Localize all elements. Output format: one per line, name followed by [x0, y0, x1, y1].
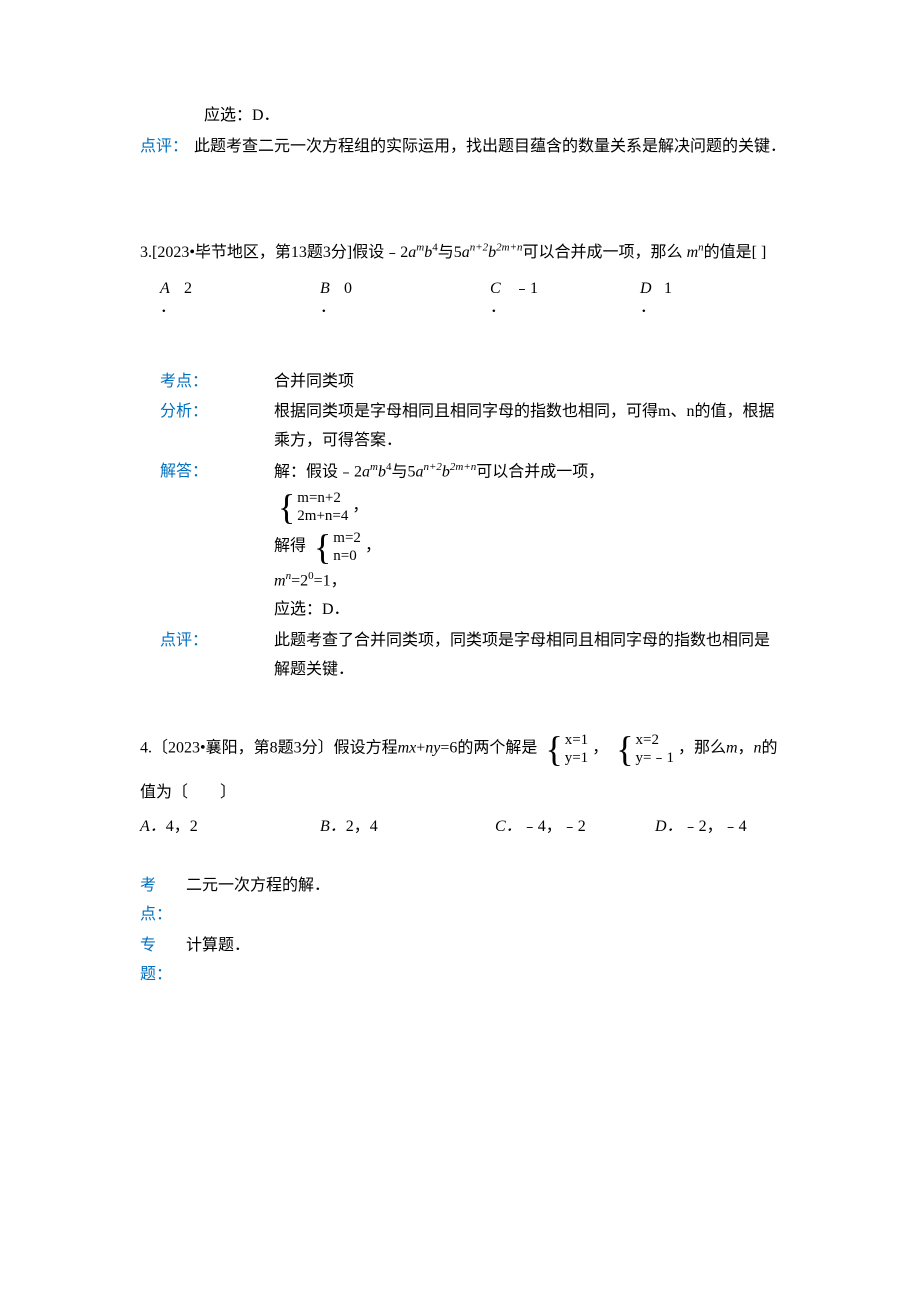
var-m: m [687, 244, 699, 261]
kaodian-label-2: 考点： [140, 877, 172, 923]
dianping-text: 此题考查了合并同类项，同类项是字母相同且相同字母的指数也相同是解题关键． [274, 627, 784, 685]
brace-row: m=2 [333, 529, 361, 547]
brace-row: 2m+n=4 [297, 507, 348, 525]
opt-value: ﹣2，﹣4 [683, 818, 747, 835]
brace-sol1: { x=1 y=1 [545, 731, 588, 767]
answer-select: 应选：D． [204, 107, 280, 124]
jieda-answer: 应选：D． [274, 601, 350, 618]
opt-value: 2，4 [346, 818, 378, 835]
opt-value: ﹣1 [508, 279, 538, 298]
opt-value: 1 [658, 279, 672, 298]
brace-row: n=0 [333, 547, 361, 565]
opt-letter: C． [495, 818, 522, 835]
opt-letter: D． [655, 818, 683, 835]
opt-value: 4，2 [166, 818, 198, 835]
q3-line2-tail: 的值是[ ] [704, 244, 767, 261]
brace-row: y=﹣1 [635, 749, 673, 767]
question-4: 4.〔2023•襄阳，第8题3分〕假设方程mx+ny=6的两个解是 { x=1 … [140, 729, 790, 769]
q3-option-b: B． 0 [320, 279, 490, 317]
review-text: 此题考查二元一次方程组的实际运用，找出题目蕴含的数量关系是解决问题的关键． [194, 138, 786, 155]
q3-options: A． 2 B． 0 C． ﹣1 D． 1 [160, 279, 790, 317]
q4-option-a: A．4，2 [140, 813, 320, 842]
fenxi-text: 根据同类项是字母相同且相同字母的指数也相同，可得m、n的值，根据乘方，可得答案． [274, 398, 784, 456]
opt-letter: B [320, 279, 330, 298]
zhuanti-label: 专题： [140, 937, 172, 983]
q3-option-c: C． ﹣1 [490, 279, 640, 317]
brace-row: x=2 [635, 731, 673, 749]
jieda-l1-prefix: 解：假设﹣2 [274, 463, 362, 480]
var-b2: b [488, 244, 496, 261]
opt-letter: B． [320, 818, 346, 835]
jieda-label: 解答： [160, 458, 270, 487]
review-label: 点评： [140, 138, 188, 155]
opt-value: ﹣4，﹣2 [522, 818, 586, 835]
brace-row: y=1 [565, 749, 588, 767]
q4-option-d: D．﹣2，﹣4 [655, 813, 775, 842]
zhuanti-text: 计算题． [186, 937, 250, 954]
brace-eq2: { m=2 n=0 [314, 529, 361, 565]
brace-row: x=1 [565, 731, 588, 749]
brace-sol2: { x=2 y=﹣1 [616, 731, 674, 767]
exp-np2: n+2 [470, 241, 488, 253]
q4-prefix: 4.〔2023•襄阳，第8题3分〕假设方程 [140, 739, 398, 756]
q3-mid: 与5 [438, 244, 462, 261]
q3-tail: 可以合并成一项，那么 [523, 244, 683, 261]
q4-options: A．4，2 B．2，4 C．﹣4，﹣2 D．﹣2，﹣4 [140, 813, 790, 842]
fenxi-label: 分析： [160, 398, 270, 427]
jieda-content: 解：假设﹣2amb4与5an+2b2m+n可以合并成一项， { m=n+2 2m… [274, 458, 784, 625]
kaodian-label: 考点： [160, 368, 270, 397]
kaodian-text: 合并同类项 [274, 368, 784, 397]
opt-letter: A [160, 279, 170, 298]
q4-line2: 值为〔 〕 [140, 779, 790, 808]
q3-option-a: A． 2 [160, 279, 320, 317]
opt-letter: D [640, 279, 652, 298]
brace-row: m=n+2 [297, 489, 348, 507]
q3-text-prefix: 3.[2023•毕节地区，第13题3分]假设﹣2 [140, 244, 408, 261]
q4-option-c: C．﹣4，﹣2 [495, 813, 655, 842]
dianping-label: 点评： [160, 627, 270, 656]
question-3: 3.[2023•毕节地区，第13题3分]假设﹣2amb4与5an+2b2m+n可… [140, 236, 790, 270]
opt-value: 2 [178, 279, 192, 298]
q4-option-b: B．2，4 [320, 813, 495, 842]
q3-option-d: D． 1 [640, 279, 720, 317]
jieda-l3: 解得 [274, 538, 306, 555]
var-ny: ny [425, 739, 440, 756]
var-a2: a [462, 244, 470, 261]
opt-letter: A． [140, 818, 166, 835]
brace-eq1: { m=n+2 2m+n=4 [278, 489, 348, 525]
var-mx: mx [398, 739, 417, 756]
exp-2mn: 2m+n [496, 241, 522, 253]
opt-value: 0 [338, 279, 352, 298]
kaodian-text-2: 二元一次方程的解． [186, 877, 330, 894]
opt-letter: C [490, 279, 501, 298]
